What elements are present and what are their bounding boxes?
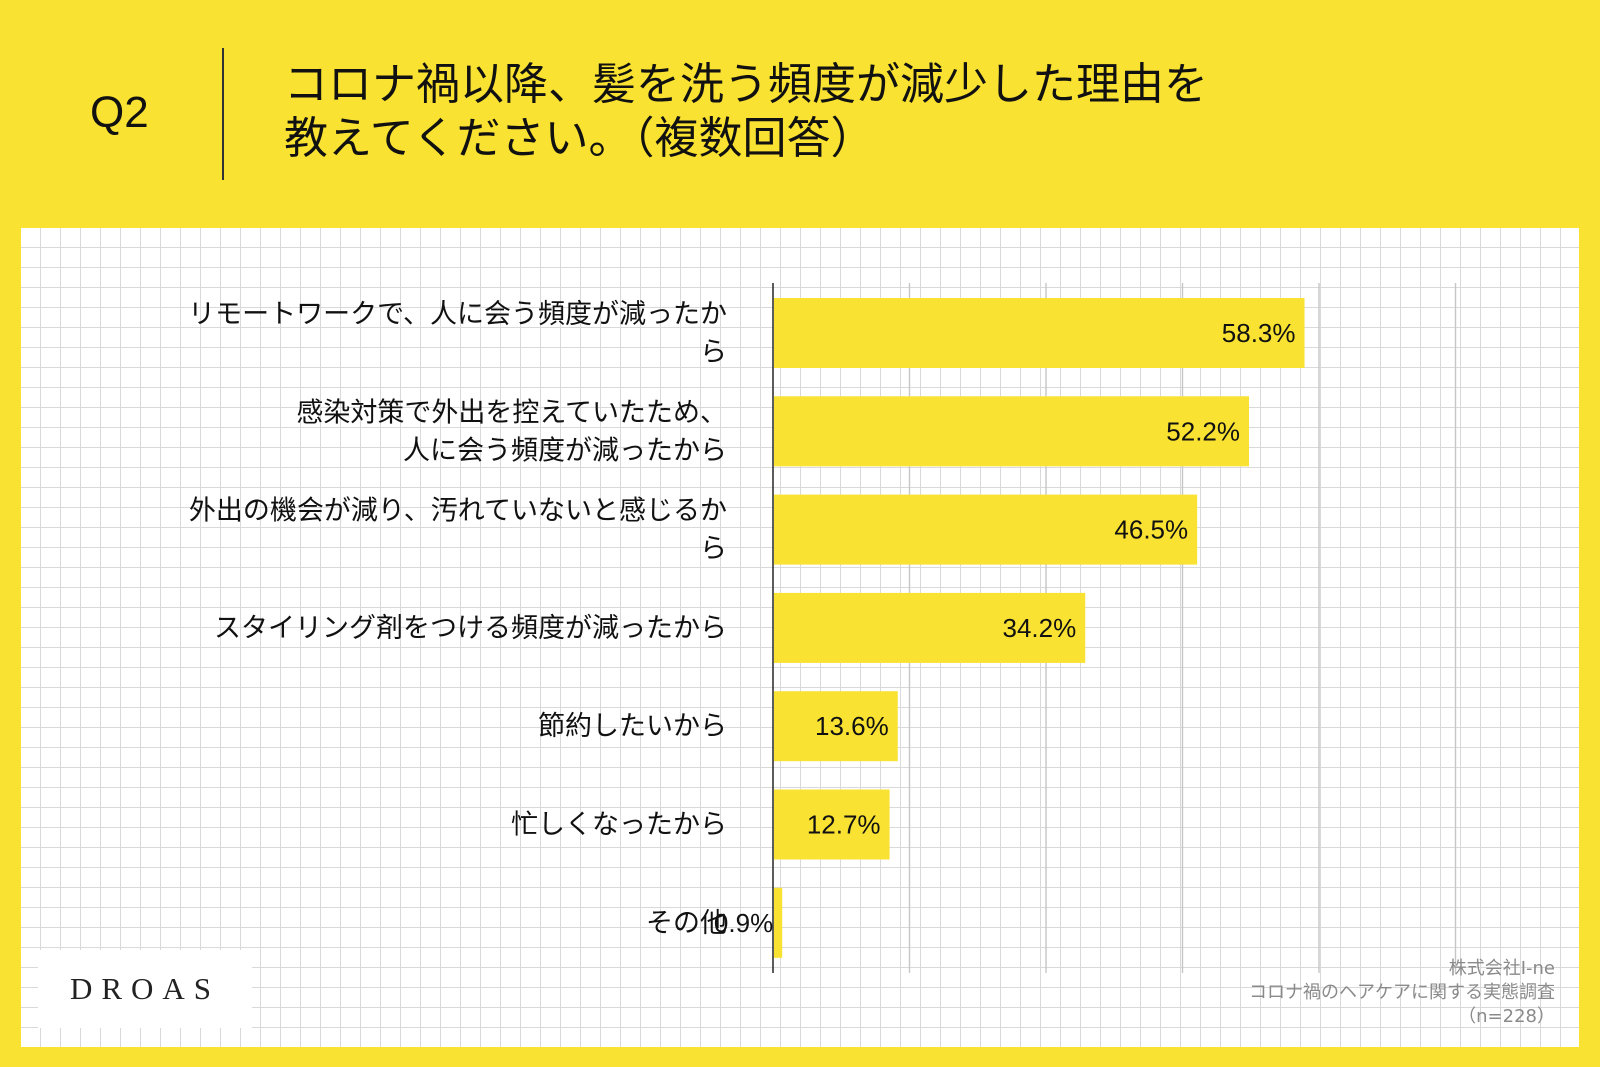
category-label: ら bbox=[700, 337, 727, 368]
source-company: 株式会社I-ne bbox=[1448, 958, 1555, 979]
droas-logo: DROAS bbox=[38, 950, 252, 1028]
category-label: スタイリング剤をつける頻度が減ったから bbox=[214, 613, 727, 644]
bar bbox=[774, 691, 898, 762]
source-sample-size: （n=228） bbox=[1458, 1006, 1555, 1027]
category-label: リモートワークで、人に会う頻度が減ったか bbox=[188, 299, 727, 330]
bar bbox=[774, 592, 1086, 663]
value-label: 0.9% bbox=[714, 908, 773, 938]
question-title-line-2: 教えてください。（複数回答） bbox=[284, 113, 875, 164]
logo-text: DROAS bbox=[69, 971, 221, 1006]
category-label: 節約したいから bbox=[538, 711, 727, 742]
value-label: 46.5% bbox=[1114, 515, 1188, 545]
category-label: 外出の機会が減り、汚れていないと感じるか bbox=[189, 496, 727, 527]
question-title: コロナ禍以降、髪を洗う頻度が減少した理由を 教えてください。（複数回答） bbox=[284, 58, 1484, 166]
source-note: 株式会社I-ne コロナ禍のヘアケアに関する実態調査 （n=228） bbox=[1249, 957, 1555, 1029]
bar bbox=[774, 298, 1305, 368]
value-label: 13.6% bbox=[815, 711, 889, 741]
value-label: 52.2% bbox=[1166, 416, 1240, 446]
chart-panel: 58.3% リモートワークで、人に会う頻度が減ったから 52.2% 感染対策で外出を控… bbox=[21, 228, 1579, 1047]
value-label: 12.7% bbox=[807, 810, 881, 840]
category-label: 忙しくなったから bbox=[511, 810, 727, 841]
source-survey: コロナ禍のヘアケアに関する実態調査 bbox=[1249, 982, 1555, 1003]
question-number: Q2 bbox=[90, 88, 149, 137]
category-label: 人に会う頻度が減ったから bbox=[403, 435, 727, 466]
bar bbox=[774, 396, 1250, 467]
bar bbox=[774, 887, 783, 958]
bar bbox=[774, 789, 890, 860]
question-title-line-1: コロナ禍以降、髪を洗う頻度が減少した理由を bbox=[284, 59, 1208, 110]
value-label: 58.3% bbox=[1222, 318, 1296, 348]
category-label: 感染対策で外出を控えていたため、 bbox=[296, 397, 727, 428]
header: Q2 コロナ禍以降、髪を洗う頻度が減少した理由を 教えてください。（複数回答） bbox=[0, 0, 1600, 225]
category-label: ら bbox=[700, 534, 727, 565]
bar bbox=[774, 494, 1198, 565]
header-divider bbox=[222, 48, 224, 180]
category-label: その他 bbox=[646, 908, 727, 939]
bar-chart: 58.3% リモートワークで、人に会う頻度が減ったから 52.2% 感染対策で外出を控… bbox=[188, 283, 1457, 973]
value-label: 34.2% bbox=[1002, 613, 1076, 643]
